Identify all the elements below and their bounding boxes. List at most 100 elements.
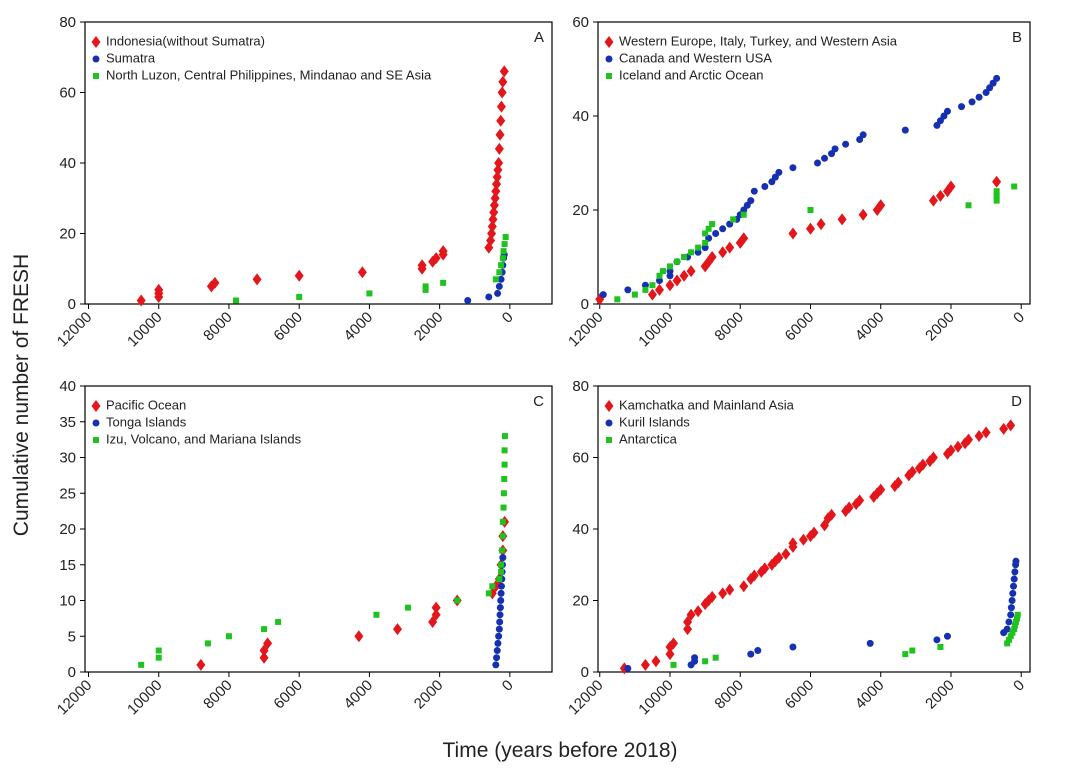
point: [686, 265, 696, 278]
point: [499, 554, 507, 562]
y-tick-label: 80: [572, 378, 589, 395]
x-tick-label: 0: [499, 309, 517, 327]
point: [642, 286, 649, 293]
point: [454, 597, 461, 604]
point: [993, 192, 1000, 199]
legend-label: Indonesia(without Sumatra): [106, 33, 265, 48]
point: [1009, 589, 1017, 597]
point: [499, 65, 509, 78]
x-tick-label: 6000: [782, 677, 818, 713]
point: [665, 648, 675, 661]
point: [497, 589, 505, 597]
point: [712, 230, 720, 237]
point: [502, 234, 509, 241]
point: [263, 637, 273, 650]
legend-marker: [93, 73, 99, 79]
point: [651, 655, 661, 668]
x-tick-label: 4000: [852, 309, 888, 345]
point: [718, 246, 728, 259]
x-tick-label: 2000: [411, 677, 447, 713]
legend-marker: [604, 400, 614, 412]
point: [498, 262, 505, 269]
x-tick-label: 2000: [411, 309, 447, 345]
x-tick-label: 2000: [922, 309, 958, 345]
point: [981, 426, 991, 439]
point: [493, 164, 503, 177]
panel-label: C: [533, 393, 544, 410]
point: [1011, 568, 1019, 576]
point: [788, 537, 798, 550]
point: [1014, 615, 1021, 622]
point: [487, 220, 497, 233]
point: [693, 605, 703, 618]
point: [431, 601, 441, 614]
x-tick-label: 10000: [635, 677, 677, 719]
point: [499, 518, 506, 525]
point: [496, 576, 503, 583]
point: [497, 275, 505, 283]
point: [876, 199, 886, 212]
point: [725, 583, 735, 596]
point: [500, 504, 507, 511]
point: [1014, 611, 1021, 618]
point: [487, 227, 497, 240]
point: [489, 206, 499, 219]
point: [373, 611, 380, 618]
point: [495, 282, 503, 290]
x-tick-label: 6000: [270, 309, 306, 345]
point: [204, 640, 211, 647]
point: [417, 259, 427, 272]
y-tick-label: 40: [572, 521, 589, 538]
point: [210, 276, 220, 289]
point: [964, 433, 974, 446]
point: [740, 211, 747, 218]
point: [814, 159, 822, 167]
point: [624, 286, 632, 294]
point: [739, 232, 749, 245]
point: [669, 637, 679, 650]
panel-label: B: [1012, 29, 1022, 46]
x-tick-label: 8000: [200, 677, 236, 713]
point: [831, 145, 839, 153]
point: [422, 286, 429, 293]
x-axis-label: Time (years before 2018): [443, 739, 678, 762]
point: [599, 291, 607, 299]
point: [494, 639, 502, 647]
y-tick-label: 20: [572, 202, 589, 219]
point: [807, 207, 814, 213]
point: [686, 608, 696, 621]
point: [501, 461, 508, 468]
point: [232, 297, 239, 304]
point: [953, 440, 963, 453]
x-tick-label: 8000: [711, 309, 747, 345]
point: [259, 651, 269, 664]
point: [702, 230, 709, 237]
point: [494, 142, 504, 155]
y-tick-label: 40: [59, 155, 76, 172]
y-tick-label: 40: [59, 378, 76, 395]
y-tick-label: 30: [59, 450, 76, 467]
point: [855, 494, 865, 507]
point: [440, 279, 447, 286]
legend-label: Antarctica: [619, 431, 678, 446]
point: [747, 197, 755, 205]
point: [789, 164, 797, 172]
point: [965, 202, 972, 209]
point: [252, 273, 262, 286]
point: [485, 590, 492, 597]
y-tick-label: 20: [59, 521, 76, 538]
x-tick-label: 10000: [124, 309, 166, 351]
x-tick-label: 6000: [782, 309, 818, 345]
point: [705, 225, 712, 232]
point: [464, 296, 472, 304]
y-tick-label: 0: [581, 664, 589, 681]
point: [497, 582, 505, 590]
x-tick-label: 4000: [341, 677, 377, 713]
legend-marker: [604, 36, 614, 48]
point: [640, 658, 650, 671]
point: [1006, 419, 1016, 432]
point: [631, 291, 638, 298]
point: [842, 140, 850, 148]
point: [1007, 604, 1015, 612]
